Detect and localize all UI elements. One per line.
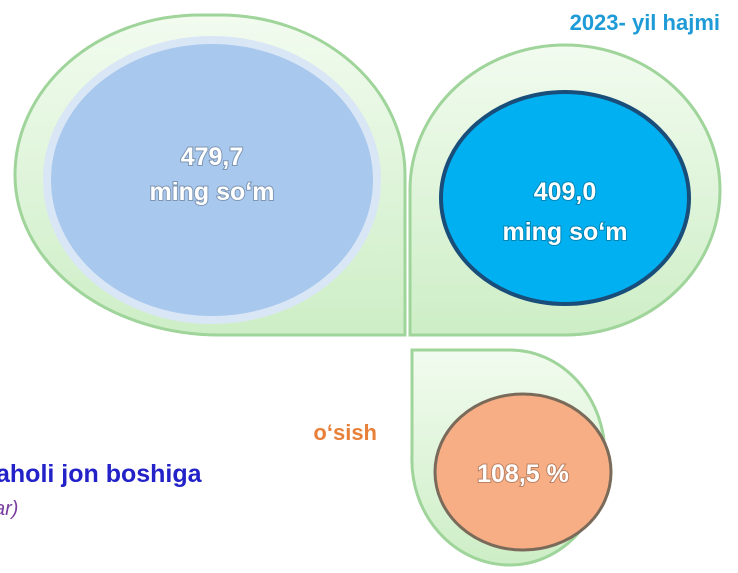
note: ar) <box>0 498 18 520</box>
bubble <box>439 90 691 306</box>
per-capita-label: aholi jon boshiga <box>0 460 203 488</box>
bubble-value: 479,7 <box>181 143 244 171</box>
title: 2023- yil hajmi <box>570 10 720 35</box>
bubble <box>43 36 381 324</box>
bubble-unit: ming so‘m <box>502 218 627 246</box>
bubble-value: 409,0 <box>534 178 597 206</box>
bubble-value: 108,5 % <box>477 460 569 488</box>
bubble-unit: ming so‘m <box>149 178 274 206</box>
bubble <box>433 392 613 552</box>
growth-label: o‘sish <box>313 420 377 445</box>
